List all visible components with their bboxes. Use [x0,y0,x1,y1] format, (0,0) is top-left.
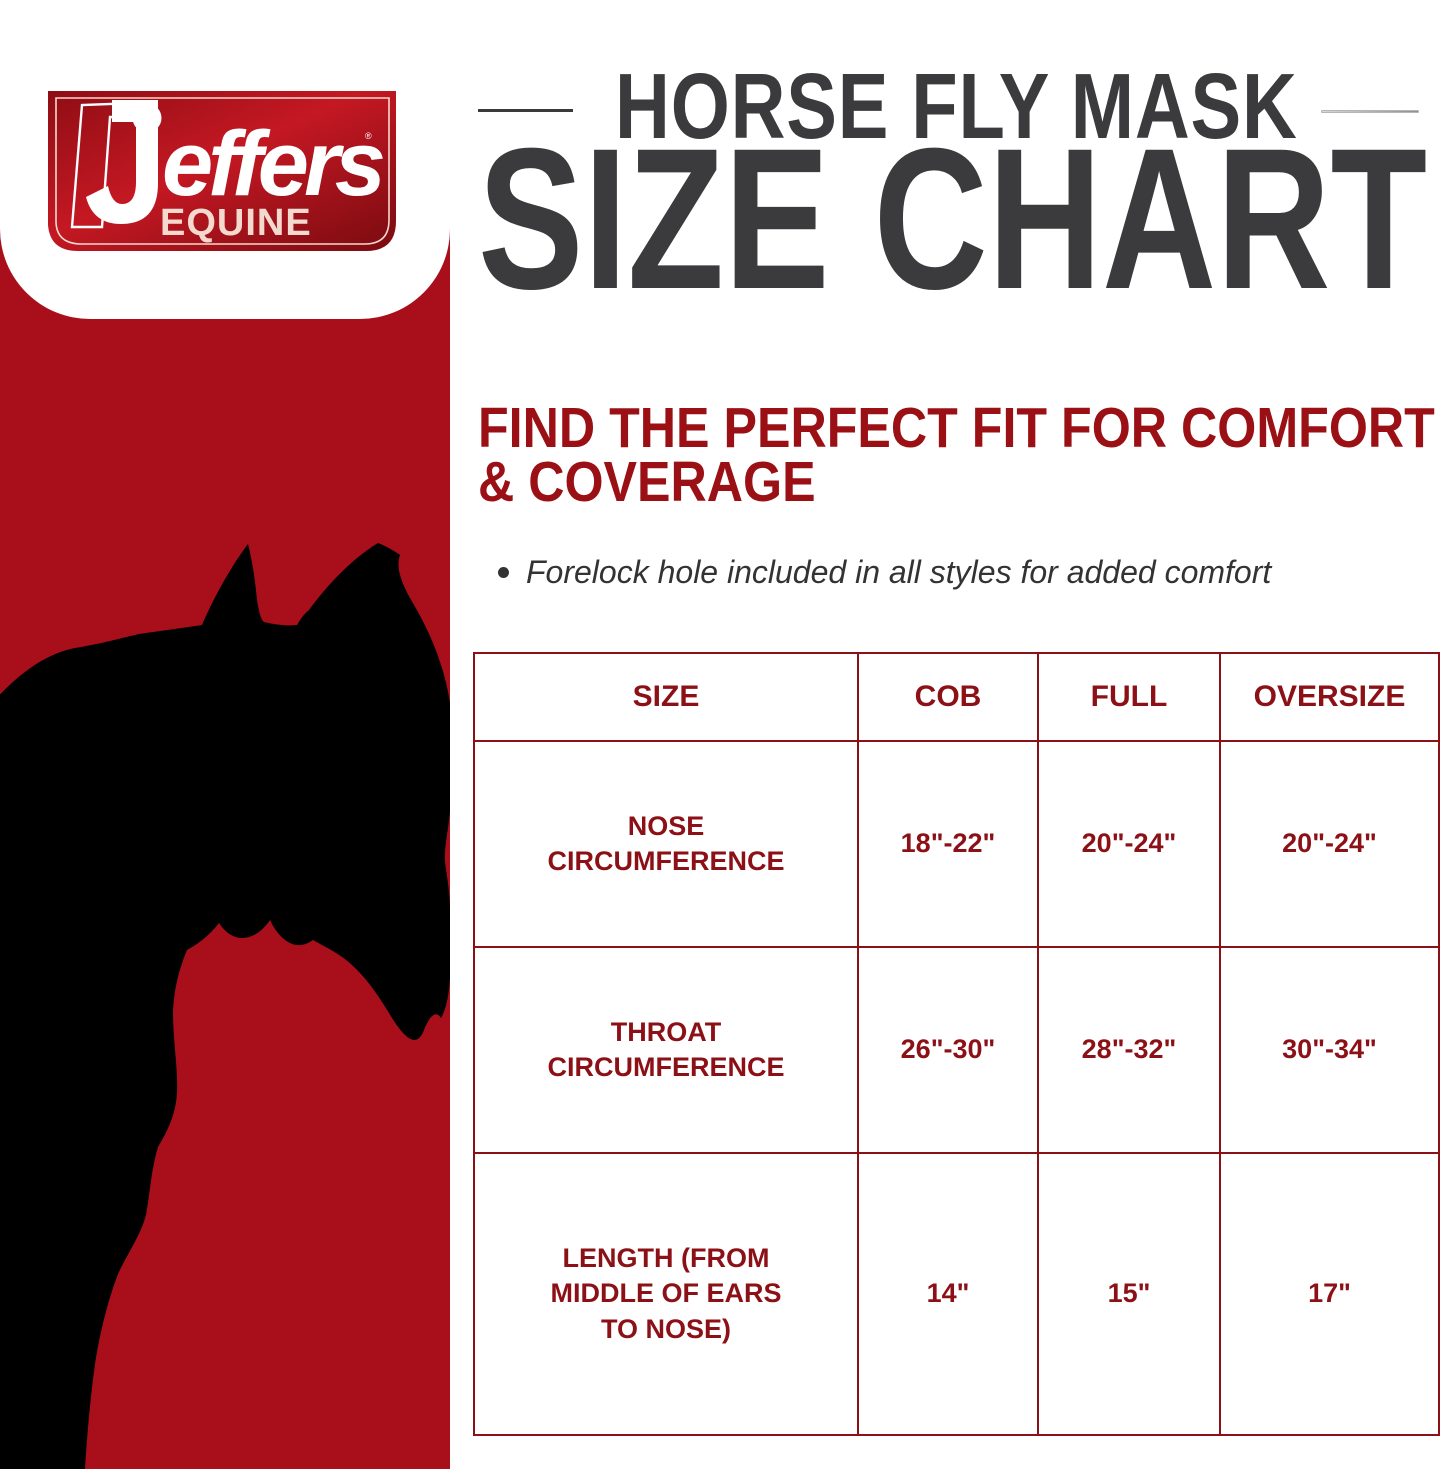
svg-text:EQUINE: EQUINE [160,202,312,244]
svg-text:®: ® [365,131,372,141]
svg-text:effers: effers [162,113,384,215]
